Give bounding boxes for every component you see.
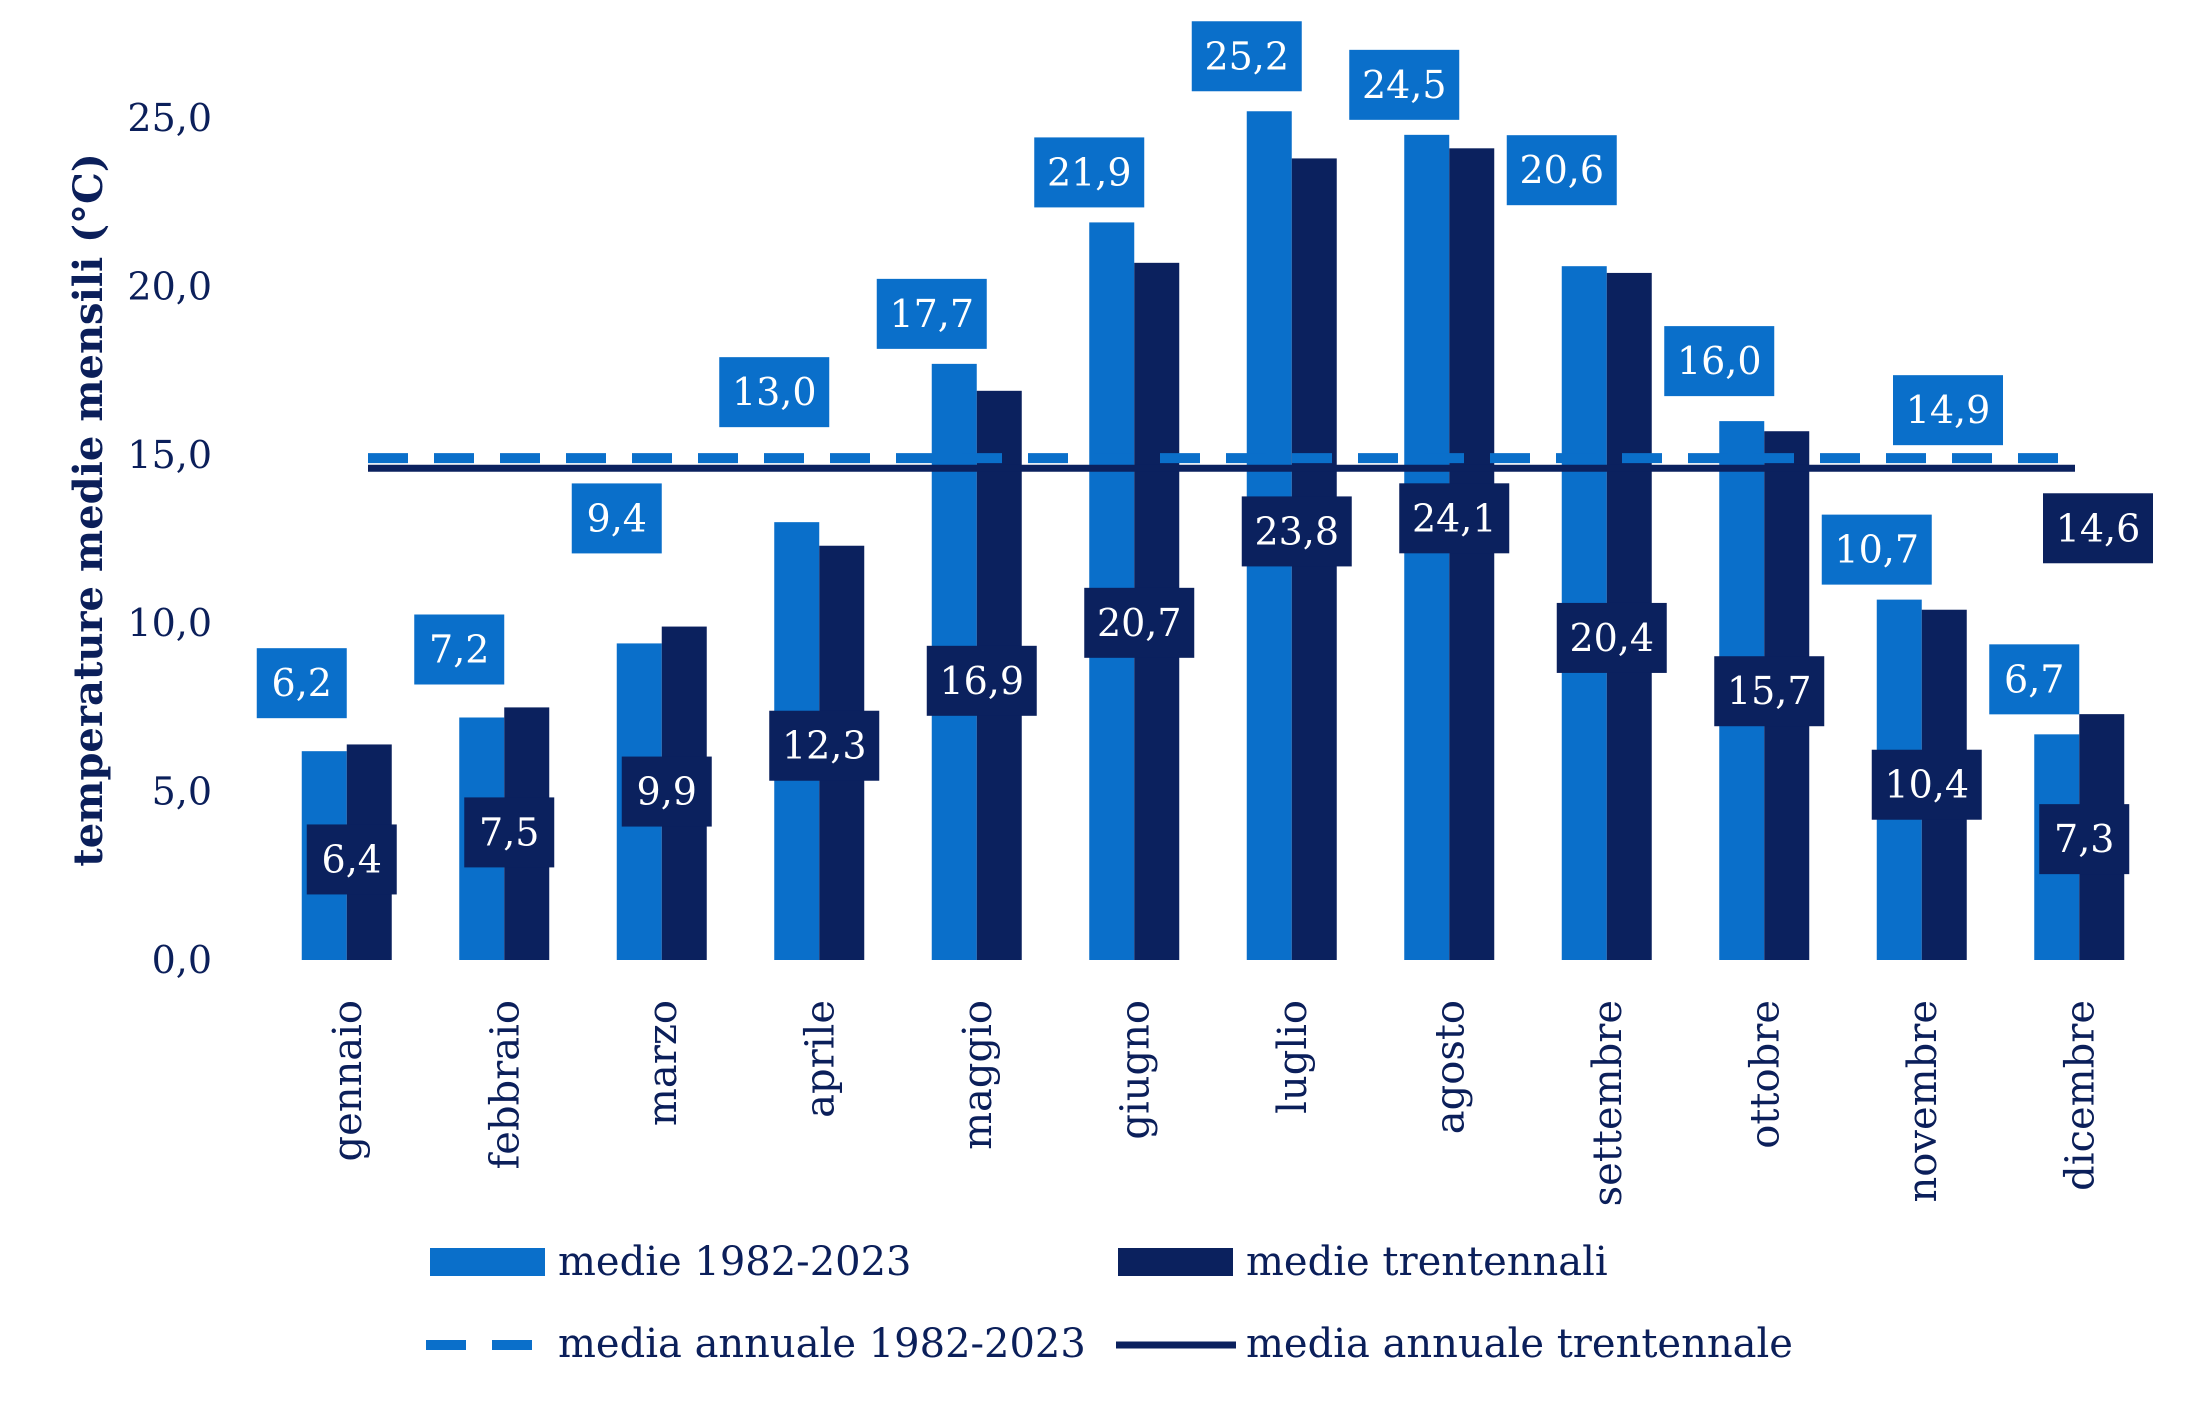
data-label-medie-1982-2023-febbraio-box bbox=[414, 614, 505, 685]
data-label-medie-trentennali-novembre: 10,4 bbox=[1884, 763, 1969, 807]
y-tick-label: 5,0 bbox=[152, 770, 212, 814]
data-label-medie-1982-2023-settembre-box bbox=[1506, 135, 1617, 206]
data-label-medie-1982-2023-novembre-box bbox=[1821, 514, 1932, 585]
data-label-medie-1982-2023-maggio: 17,7 bbox=[889, 292, 974, 336]
reference-lines bbox=[368, 453, 2075, 472]
x-tick-label-febbraio: febbraio bbox=[482, 1000, 528, 1170]
data-label-medie-1982-2023-gennaio: 6,2 bbox=[272, 661, 332, 705]
x-tick-label-aprile: aprile bbox=[797, 1000, 843, 1118]
data-label-medie-trentennali-luglio-box bbox=[1241, 496, 1352, 567]
data-label-medie-trentennali-novembre-box bbox=[1871, 749, 1982, 820]
data-label-medie-trentennali-dicembre: 7,3 bbox=[2054, 817, 2114, 861]
data-label-medie-trentennali-luglio: 23,8 bbox=[1254, 509, 1339, 553]
data-label-medie-1982-2023-ottobre-box bbox=[1664, 326, 1775, 397]
data-label-medie-trentennali-settembre: 20,4 bbox=[1569, 616, 1654, 660]
legend: medie 1982-2023 medie trentennali media … bbox=[426, 1239, 1793, 1367]
x-tick-label-agosto: agosto bbox=[1427, 1000, 1473, 1134]
y-axis-title: temperature medie mensili (°C) bbox=[65, 153, 112, 867]
data-label-medie-trentennali-giugno-box bbox=[1084, 587, 1195, 658]
y-tick-label: 15,0 bbox=[127, 433, 212, 477]
data-label-medie-1982-2023-marzo: 9,4 bbox=[587, 496, 647, 540]
data-label-medie-trentennali-ottobre: 15,7 bbox=[1727, 669, 1812, 713]
data-label-medie-1982-2023-agosto: 24,5 bbox=[1362, 63, 1447, 107]
x-tick-label-ottobre: ottobre bbox=[1742, 1000, 1788, 1149]
x-tick-label-maggio: maggio bbox=[955, 1000, 1001, 1150]
data-label-media-annuale-trentennale: 14,6 bbox=[2056, 506, 2141, 550]
data-label-medie-trentennali-aprile: 12,3 bbox=[782, 724, 867, 768]
data-label-medie-1982-2023-aprile-box bbox=[719, 357, 830, 428]
data-label-medie-1982-2023-luglio-box bbox=[1191, 21, 1302, 92]
data-label-medie-1982-2023-febbraio: 7,2 bbox=[429, 628, 489, 672]
data-label-medie-trentennali-settembre-box bbox=[1556, 602, 1667, 673]
legend-swatch-series-1 bbox=[430, 1248, 545, 1276]
data-labels: 6,2 6,4 7,2 7,5 9,4 9,9 13,0 12,3 17,7 16,9 21,9 20… bbox=[256, 21, 2153, 895]
data-label-medie-1982-2023-dicembre-box bbox=[1989, 644, 2080, 715]
data-label-medie-trentennali-giugno: 20,7 bbox=[1097, 601, 1182, 645]
x-tick-label-gennaio: gennaio bbox=[325, 1000, 371, 1162]
data-label-medie-trentennali-agosto-box bbox=[1399, 483, 1510, 554]
data-label-medie-trentennali-febbraio-box bbox=[464, 797, 555, 868]
data-label-media-annuale-trentennale-box bbox=[2043, 493, 2153, 564]
x-tick-label-giugno: giugno bbox=[1112, 1000, 1158, 1140]
legend-label-line-2: media annuale trentennale bbox=[1246, 1321, 1793, 1367]
y-tick-label: 20,0 bbox=[127, 264, 212, 308]
data-label-medie-1982-2023-luglio: 25,2 bbox=[1204, 34, 1289, 78]
data-label-medie-trentennali-aprile-box bbox=[769, 710, 880, 781]
data-label-medie-trentennali-marzo-box bbox=[621, 756, 712, 827]
data-label-medie-1982-2023-giugno-box bbox=[1034, 137, 1145, 208]
y-tick-label: 10,0 bbox=[127, 601, 212, 645]
data-label-medie-1982-2023-gennaio-box bbox=[256, 648, 347, 719]
data-label-medie-1982-2023-maggio-box bbox=[876, 278, 987, 349]
data-label-medie-trentennali-ottobre-box bbox=[1714, 656, 1825, 727]
legend-swatch-series-2 bbox=[1118, 1248, 1233, 1276]
data-label-medie-trentennali-marzo: 9,9 bbox=[637, 770, 697, 814]
x-tick-label-luglio: luglio bbox=[1270, 1000, 1316, 1114]
y-axis-title-group: temperature medie mensili (°C) bbox=[65, 153, 112, 867]
data-label-medie-1982-2023-ottobre: 16,0 bbox=[1677, 339, 1762, 383]
x-axis: gennaio febbraio marzo aprile maggio giugno lu… bbox=[325, 1000, 2104, 1206]
data-label-medie-1982-2023-agosto-box bbox=[1349, 49, 1460, 120]
data-label-medie-1982-2023-dicembre: 6,7 bbox=[2004, 657, 2064, 701]
y-tick-label: 0,0 bbox=[152, 938, 212, 982]
data-label-medie-trentennali-gennaio-box bbox=[306, 824, 397, 895]
legend-label-line-1: media annuale 1982-2023 bbox=[558, 1321, 1086, 1367]
legend-label-series-1: medie 1982-2023 bbox=[558, 1239, 912, 1285]
data-label-medie-1982-2023-aprile: 13,0 bbox=[732, 370, 817, 414]
data-label-medie-1982-2023-marzo-box bbox=[571, 483, 662, 554]
data-label-medie-trentennali-gennaio: 6,4 bbox=[322, 837, 382, 881]
y-tick-label: 25,0 bbox=[127, 96, 212, 140]
data-label-medie-trentennali-maggio: 16,9 bbox=[939, 659, 1024, 703]
data-label-media-annuale-1982-2023: 14,9 bbox=[1906, 388, 1991, 432]
data-label-media-annuale-1982-2023-box bbox=[1893, 375, 2003, 446]
data-label-medie-1982-2023-settembre: 20,6 bbox=[1519, 148, 1604, 192]
y-axis: 0,0 5,0 10,0 15,0 20,0 25,0 bbox=[127, 96, 212, 982]
data-label-medie-1982-2023-novembre: 10,7 bbox=[1834, 528, 1919, 572]
x-tick-label-dicembre: dicembre bbox=[2057, 1000, 2103, 1191]
x-tick-label-settembre: settembre bbox=[1585, 1000, 1631, 1206]
data-label-medie-trentennali-dicembre-box bbox=[2039, 804, 2130, 875]
data-label-medie-trentennali-febbraio: 7,5 bbox=[479, 810, 539, 854]
legend-label-series-2: medie trentennali bbox=[1246, 1239, 1608, 1285]
x-tick-label-marzo: marzo bbox=[640, 1000, 686, 1126]
x-tick-label-novembre: novembre bbox=[1900, 1000, 1946, 1202]
data-label-medie-1982-2023-giugno: 21,9 bbox=[1047, 150, 1132, 194]
data-label-medie-trentennali-maggio-box bbox=[926, 645, 1037, 716]
bar-medie-trentennali-agosto bbox=[1449, 148, 1495, 960]
data-label-medie-trentennali-agosto: 24,1 bbox=[1412, 496, 1497, 540]
